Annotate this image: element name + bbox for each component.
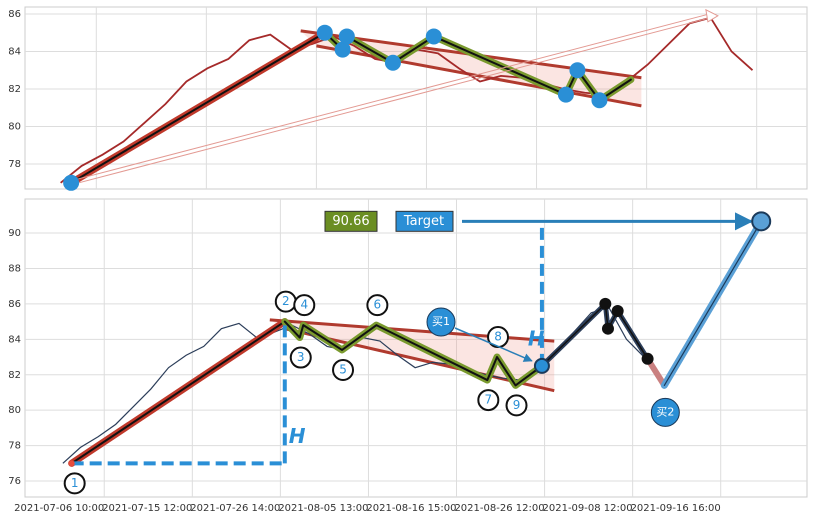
black-point — [601, 322, 614, 335]
buy-label: 买1 — [432, 315, 450, 328]
buy-badge — [426, 307, 456, 337]
point-label: 7 — [485, 393, 493, 407]
x-tick-label: 2021-07-15 12:00 — [102, 503, 192, 514]
y-tick-label: 88 — [8, 263, 21, 274]
point-label: 5 — [339, 362, 347, 376]
value-box — [324, 210, 378, 232]
x-tick-label: 2021-08-26 12:00 — [454, 503, 544, 514]
buy-badge — [650, 397, 680, 427]
trend-core — [70, 31, 326, 184]
black-point — [641, 352, 654, 365]
pattern-point — [557, 86, 574, 103]
point-badge — [505, 394, 528, 417]
y-tick-label: 80 — [8, 122, 21, 133]
target-arrow — [70, 13, 711, 182]
buy-label: 买2 — [656, 405, 674, 418]
pattern-point — [316, 24, 333, 41]
y-tick-label: 82 — [8, 370, 21, 381]
pattern-point — [63, 174, 80, 191]
point-badge — [477, 389, 500, 412]
target-value: 90.66 — [332, 214, 369, 229]
point-badge — [332, 358, 355, 381]
point-badge — [366, 294, 389, 317]
y-tick-label: 84 — [8, 46, 21, 57]
point-badge — [293, 294, 316, 317]
point-label: 6 — [374, 298, 382, 312]
arrow-head — [705, 8, 719, 23]
y-tick-label: 90 — [8, 228, 21, 239]
point-label: 3 — [297, 350, 305, 364]
x-tick-label: 2021-08-16 15:00 — [366, 503, 456, 514]
y-tick-label: 84 — [8, 334, 21, 345]
zigzag-core — [283, 320, 543, 387]
y-tick-label: 78 — [8, 159, 21, 170]
black-point — [599, 297, 612, 310]
pattern-point — [591, 92, 608, 109]
target-arrow — [70, 17, 711, 186]
pattern-point — [425, 28, 442, 45]
pattern-point — [338, 28, 355, 45]
h-label: H — [528, 326, 545, 350]
pattern-point — [334, 41, 351, 58]
rise-core — [663, 220, 762, 386]
y-tick-label: 80 — [8, 405, 21, 416]
point-badge — [289, 346, 312, 369]
h-label: H — [289, 424, 306, 448]
x-tick-label: 2021-09-16 16:00 — [631, 503, 721, 514]
point-label: 1 — [71, 476, 79, 490]
black-point — [611, 304, 624, 317]
y-tick-label: 86 — [8, 9, 21, 20]
point-badge — [63, 472, 86, 495]
target-label: Target — [403, 214, 444, 229]
point-label: 8 — [494, 330, 502, 344]
point-label: 4 — [300, 298, 308, 312]
x-tick-label: 2021-07-06 10:00 — [14, 503, 104, 514]
target-point — [751, 211, 772, 232]
pattern-point — [569, 62, 586, 79]
y-tick-label: 76 — [8, 476, 21, 487]
y-tick-label: 86 — [8, 299, 21, 310]
point-label: 9 — [513, 398, 521, 412]
buy-arrow — [454, 327, 533, 362]
y-tick-label: 78 — [8, 441, 21, 452]
x-tick-label: 2021-07-26 14:00 — [190, 503, 280, 514]
trend-core — [70, 320, 286, 465]
x-tick-label: 2021-08-05 13:00 — [278, 503, 368, 514]
target-box — [395, 210, 454, 232]
x-tick-label: 2021-09-08 12:00 — [543, 503, 633, 514]
point-label: 2 — [282, 294, 290, 308]
y-tick-label: 82 — [8, 84, 21, 95]
breakout-point — [533, 357, 550, 374]
pattern-point — [384, 54, 401, 71]
start-point — [68, 460, 75, 467]
